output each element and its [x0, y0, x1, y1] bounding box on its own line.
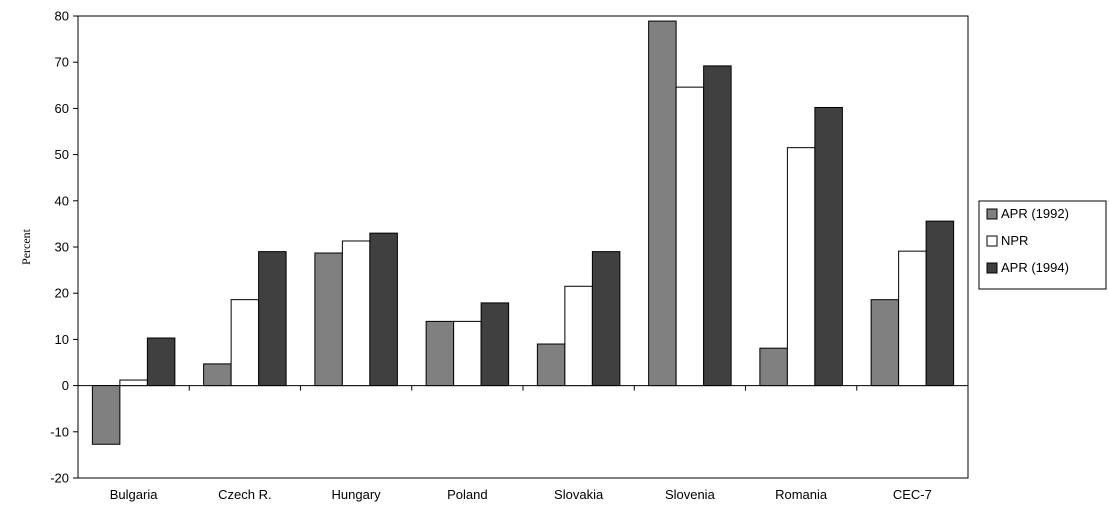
x-category-label: Slovakia — [554, 487, 604, 502]
bar-slovenia-series-1 — [648, 20, 677, 387]
bar-romania-series-2 — [786, 147, 816, 387]
x-axis: Bulgaria Czech R. Hungary Poland Slovakia Slo… — [77, 385, 969, 502]
y-tick-label: -10 — [50, 424, 69, 439]
bar-bulgaria-series-2 — [119, 379, 148, 387]
y-tick-label: 30 — [55, 240, 69, 255]
x-category-label: Hungary — [332, 487, 382, 502]
legend-label: APR (1994) — [1001, 260, 1069, 275]
bar-slovakia-series-2 — [564, 285, 593, 387]
legend-label: APR (1992) — [1001, 206, 1069, 221]
bar-hungary-series-2 — [341, 240, 371, 387]
bar-cec-7-series-2 — [898, 250, 927, 387]
y-tick-label: 40 — [55, 193, 69, 208]
y-tick-label: 10 — [55, 332, 69, 347]
x-category-label: Czech R. — [218, 487, 271, 502]
bar-czech-r-series-2 — [230, 299, 260, 387]
bar-czech-r-series-1 — [203, 363, 232, 387]
y-axis-label: Percent — [19, 228, 33, 265]
y-tick-label: 50 — [55, 147, 69, 162]
bar-slovenia-series-2 — [675, 86, 705, 387]
bar-romania-series-1 — [759, 347, 788, 387]
bar-poland-series-1 — [425, 320, 455, 387]
x-category-label: Romania — [775, 487, 828, 502]
y-tick-label: -20 — [50, 471, 69, 486]
legend-swatch — [986, 235, 998, 247]
x-category-label: Slovenia — [665, 487, 716, 502]
bar-poland-series-3 — [480, 302, 510, 387]
x-category-label: Poland — [447, 487, 487, 502]
y-tick-label: 60 — [55, 101, 69, 116]
y-tick-label: 20 — [55, 286, 69, 301]
y-tick-label: 80 — [55, 9, 69, 24]
y-axis: -20 -10 0 10 20 30 40 50 60 70 80 — [50, 9, 78, 486]
legend-box — [978, 200, 1107, 290]
bar-cec-7-series-3 — [925, 220, 955, 387]
bar-slovenia-series-3 — [703, 65, 732, 387]
bar-cec-7-series-1 — [870, 299, 900, 387]
bar-bulgaria-series-3 — [146, 337, 176, 387]
x-category-label: Bulgaria — [110, 487, 158, 502]
legend: APR (1992) NPR APR (1994) — [978, 200, 1107, 290]
x-category-label: CEC-7 — [893, 487, 932, 502]
bar-hungary-series-1 — [314, 252, 343, 387]
bar-bulgaria-series-1 — [91, 385, 121, 445]
y-tick-label: 0 — [62, 378, 69, 393]
bar-poland-series-2 — [453, 320, 482, 387]
bar-romania-series-3 — [814, 106, 843, 387]
bar-slovakia-series-3 — [591, 251, 621, 387]
bar-czech-r-series-3 — [258, 251, 287, 387]
bar-slovakia-series-1 — [536, 343, 566, 387]
legend-swatch — [986, 208, 998, 220]
legend-swatch — [986, 262, 998, 274]
bars-group — [91, 20, 955, 445]
bar-hungary-series-3 — [369, 232, 398, 387]
y-tick-label: 70 — [55, 55, 69, 70]
legend-label: NPR — [1001, 233, 1028, 248]
